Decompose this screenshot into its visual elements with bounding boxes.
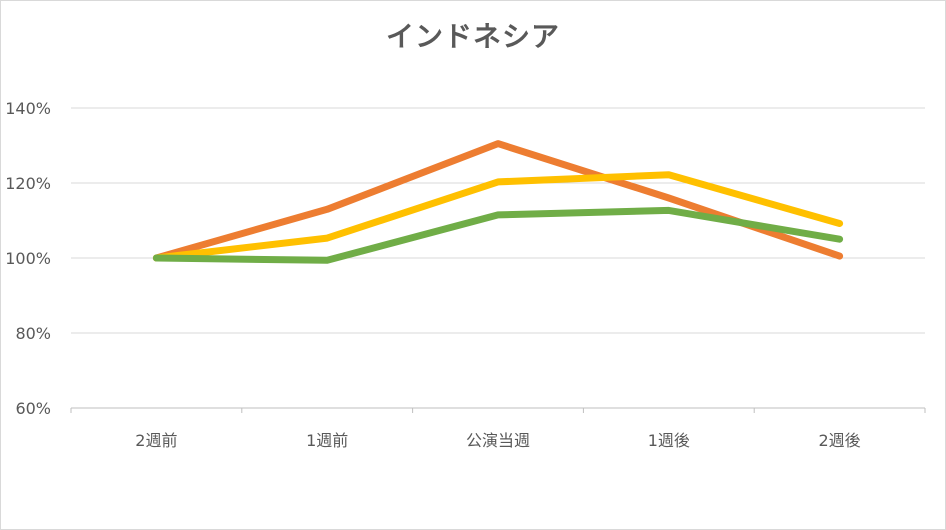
y-tick-label: 100% xyxy=(5,249,51,268)
series-line-3 xyxy=(152,206,844,264)
x-tick-label: 2週後 xyxy=(819,431,861,450)
y-tick-label: 60% xyxy=(15,399,51,418)
series-line-1 xyxy=(152,140,844,262)
y-tick-label: 80% xyxy=(15,324,51,343)
chart-title: インドネシア xyxy=(385,20,560,53)
x-tick-label: 1週前 xyxy=(306,431,348,450)
y-tick-label: 120% xyxy=(5,174,51,193)
x-tick-label: 1週後 xyxy=(648,431,690,450)
x-tick-label: 2週前 xyxy=(135,431,177,450)
series-line-2 xyxy=(152,171,844,262)
x-tick-label: 公演当週 xyxy=(466,431,530,450)
y-tick-label: 140% xyxy=(5,99,51,118)
